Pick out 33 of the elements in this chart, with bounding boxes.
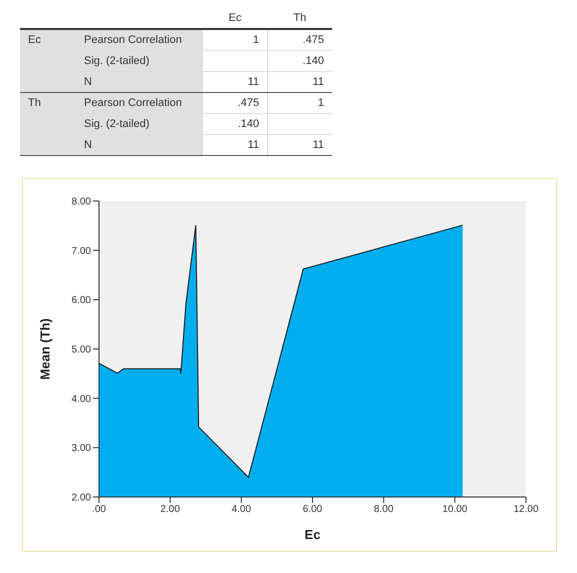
x-tick-label: 10.00 <box>442 504 468 516</box>
data-label: .475 <box>202 92 268 114</box>
y-tick-label: N <box>76 134 202 156</box>
data-label: 1 <box>202 29 268 50</box>
y-tick-label: 4.00 <box>72 394 92 405</box>
data-label: .475 <box>268 29 332 50</box>
data-label: .140 <box>268 50 332 72</box>
x-tick-label: 6.00 <box>302 504 323 516</box>
y-axis-title: Mean (Th) <box>38 318 53 380</box>
x-tick-label: 2.00 <box>160 504 180 516</box>
x-tick-label: 12.00 <box>513 504 539 516</box>
y-tick-label: 8.00 <box>72 196 92 208</box>
data-label: .140 <box>202 114 268 134</box>
data-label: 11 <box>268 134 332 156</box>
x-axis-title: Ec <box>304 527 320 542</box>
data-label: 11 <box>202 72 268 92</box>
y-tick-label: 6.00 <box>72 295 92 306</box>
x-tick-label: 8.00 <box>374 504 394 516</box>
data-label: 11 <box>268 72 332 92</box>
data-label: 1 <box>268 92 332 114</box>
data-label: 11 <box>202 134 268 156</box>
y-tick-label: 7.00 <box>72 246 92 257</box>
text: Th <box>20 92 76 156</box>
y-tick-label: N <box>76 72 202 92</box>
y-tick-label: 3.00 <box>72 443 92 454</box>
y-tick-label: Sig. (2-tailed) <box>76 114 202 134</box>
y-tick-label: 2.00 <box>72 492 92 504</box>
y-tick-label: Sig. (2-tailed) <box>76 50 202 72</box>
x-tick-label: 4.00 <box>232 504 252 516</box>
y-tick-label: 5.00 <box>72 344 92 356</box>
y-tick-label: Pearson Correlation <box>76 29 202 50</box>
y-tick-label: Pearson Correlation <box>76 92 202 114</box>
x-tick-label: .00 <box>92 504 106 516</box>
